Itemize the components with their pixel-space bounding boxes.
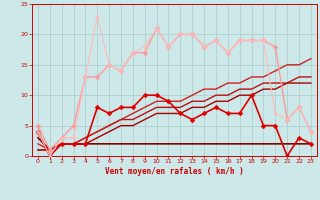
X-axis label: Vent moyen/en rafales ( km/h ): Vent moyen/en rafales ( km/h ) [105,167,244,176]
